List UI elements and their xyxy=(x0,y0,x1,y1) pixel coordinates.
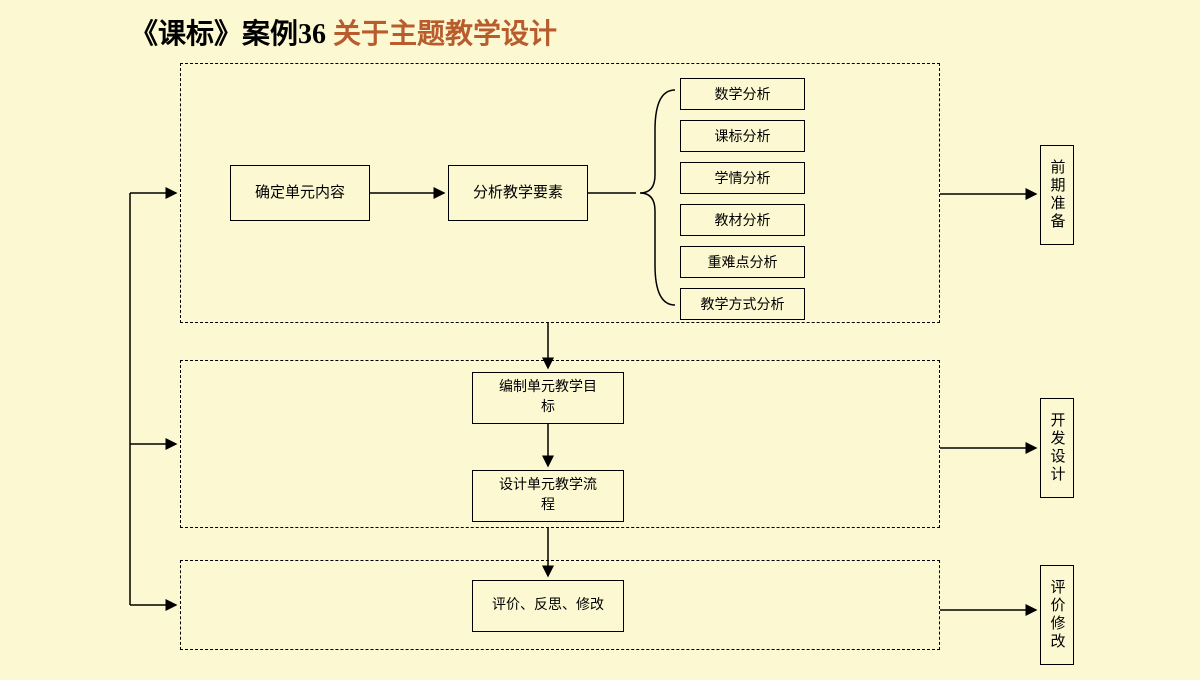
list-label: 学情分析 xyxy=(715,168,771,188)
box-determine-content: 确定单元内容 xyxy=(230,165,370,221)
box-label: 编制单元教学目标 xyxy=(493,378,603,417)
list-item-standard: 课标分析 xyxy=(680,120,805,152)
box-label: 确定单元内容 xyxy=(255,183,345,204)
phase-label: 评价修改 xyxy=(1047,579,1068,651)
box-label: 评价、反思、修改 xyxy=(492,596,604,616)
list-item-math: 数学分析 xyxy=(680,78,805,110)
phase-label: 开发设计 xyxy=(1047,412,1068,484)
phase-label: 前期准备 xyxy=(1047,159,1068,231)
box-label: 分析教学要素 xyxy=(473,183,563,204)
box-label: 设计单元教学流程 xyxy=(493,476,603,515)
phase-dev: 开发设计 xyxy=(1040,398,1074,498)
phase-eval: 评价修改 xyxy=(1040,565,1074,665)
title-main: 关于主题教学设计 xyxy=(333,19,557,50)
box-analyze-elements: 分析教学要素 xyxy=(448,165,588,221)
box-compile-goals: 编制单元教学目标 xyxy=(472,372,624,424)
list-label: 教材分析 xyxy=(715,210,771,230)
title-prefix: 《课标》案例36 xyxy=(130,19,326,50)
box-evaluate-reflect: 评价、反思、修改 xyxy=(472,580,624,632)
list-item-student: 学情分析 xyxy=(680,162,805,194)
list-item-textbook: 教材分析 xyxy=(680,204,805,236)
box-design-process: 设计单元教学流程 xyxy=(472,470,624,522)
list-label: 教学方式分析 xyxy=(701,294,785,314)
list-label: 重难点分析 xyxy=(708,252,778,272)
list-item-keypoint: 重难点分析 xyxy=(680,246,805,278)
phase-prep: 前期准备 xyxy=(1040,145,1074,245)
page-title: 《课标》案例36 关于主题教学设计 xyxy=(130,12,557,52)
list-label: 课标分析 xyxy=(715,126,771,146)
list-item-method: 教学方式分析 xyxy=(680,288,805,320)
list-label: 数学分析 xyxy=(715,84,771,104)
